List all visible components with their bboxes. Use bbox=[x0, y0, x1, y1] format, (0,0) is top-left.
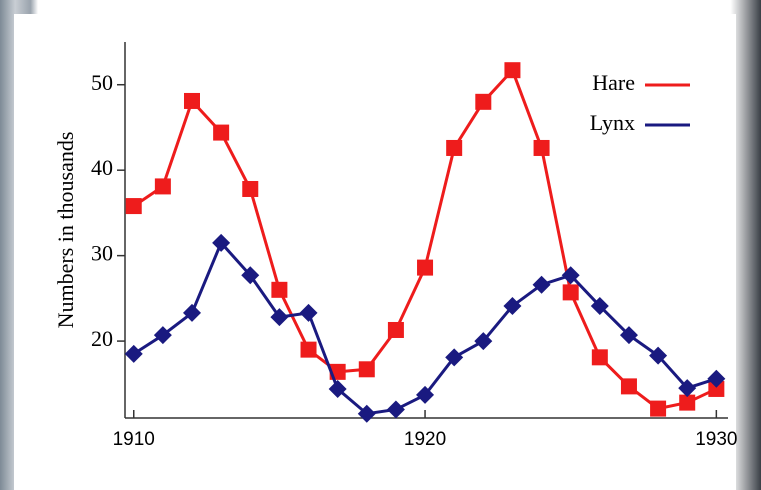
legend-label: Lynx bbox=[590, 110, 635, 135]
marker bbox=[592, 349, 608, 365]
marker bbox=[242, 181, 258, 197]
page: {"chart_data": {"type": "line", "y_label… bbox=[0, 0, 761, 490]
marker bbox=[359, 361, 375, 377]
marker bbox=[271, 282, 287, 298]
marker bbox=[126, 198, 142, 214]
chart: Numbers in thousands 20 30 40 50 1910 1920 193… bbox=[0, 0, 761, 490]
y-tick-label: 50 bbox=[91, 70, 113, 95]
marker bbox=[213, 125, 229, 141]
y-tick-label: 30 bbox=[91, 241, 113, 266]
marker bbox=[563, 284, 579, 300]
y-tick-label: 20 bbox=[91, 326, 113, 351]
marker bbox=[504, 62, 520, 78]
x-tick-label: 1920 bbox=[404, 429, 446, 450]
y-tick-label: 40 bbox=[91, 155, 113, 180]
x-tick-label: 1930 bbox=[695, 429, 737, 450]
y-axis-label: Numbers in thousands bbox=[53, 132, 78, 329]
marker bbox=[417, 260, 433, 276]
x-tick-label: 1910 bbox=[113, 429, 155, 450]
marker bbox=[650, 401, 666, 417]
marker bbox=[155, 178, 171, 194]
marker bbox=[475, 94, 491, 110]
marker bbox=[534, 140, 550, 156]
marker bbox=[446, 140, 462, 156]
marker bbox=[301, 342, 317, 358]
marker bbox=[621, 378, 637, 394]
marker bbox=[184, 93, 200, 109]
marker bbox=[388, 322, 404, 338]
legend-label: Hare bbox=[592, 70, 635, 95]
